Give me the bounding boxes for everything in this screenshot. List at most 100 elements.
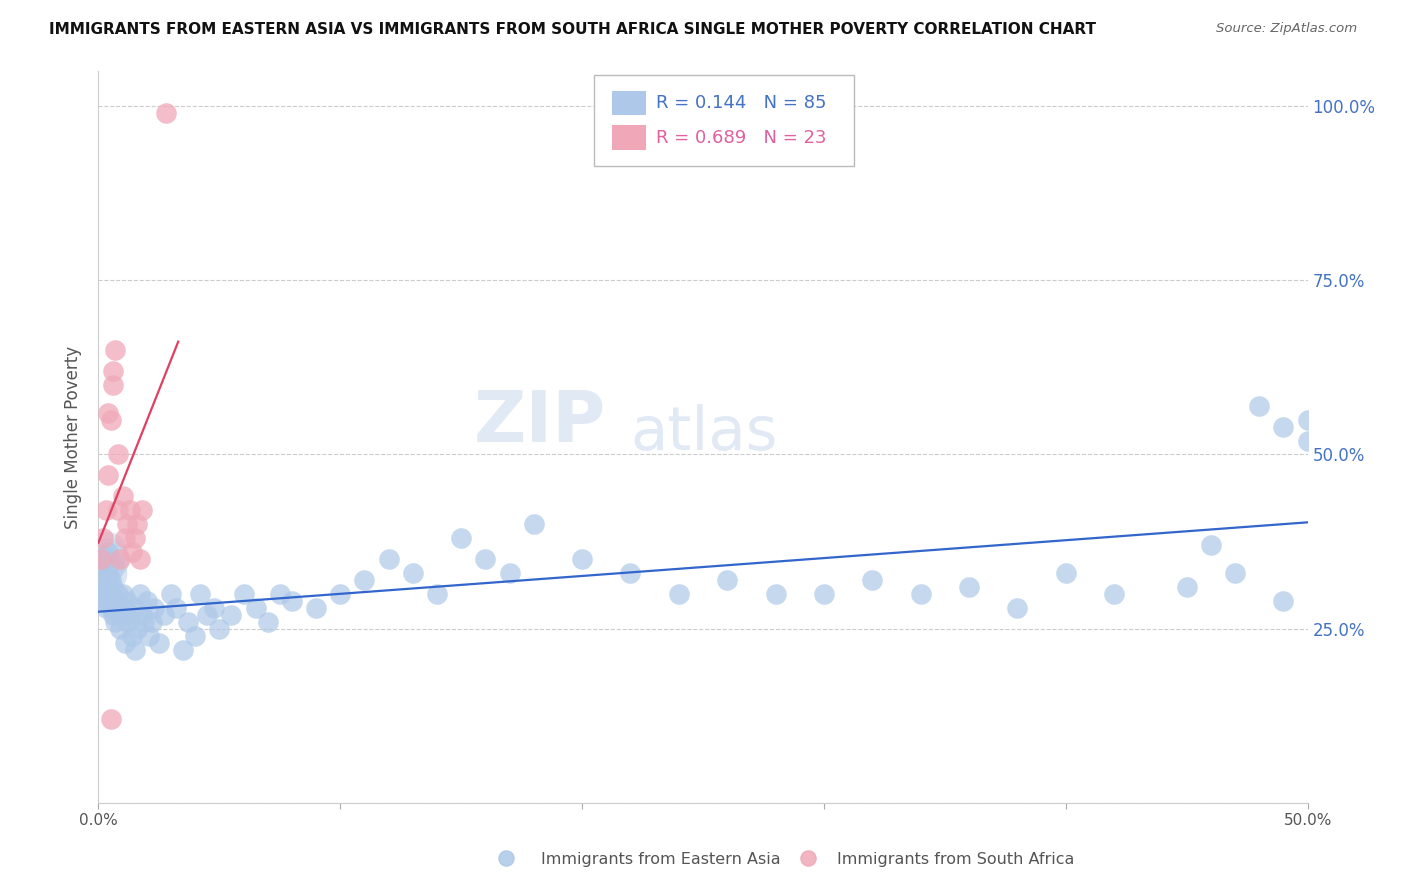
Point — [94, 552, 117, 566]
Point — [114, 531, 136, 545]
Point — [177, 615, 200, 629]
Point — [108, 552, 131, 566]
Point — [127, 622, 149, 636]
Point — [172, 642, 194, 657]
Point — [426, 587, 449, 601]
Point — [121, 629, 143, 643]
Point — [128, 552, 150, 566]
Point — [128, 587, 150, 601]
Point — [118, 607, 141, 622]
Point — [100, 587, 122, 601]
Point — [131, 607, 153, 622]
FancyBboxPatch shape — [613, 126, 647, 150]
Point — [97, 406, 120, 420]
Point — [1175, 580, 1198, 594]
Point — [188, 587, 211, 601]
FancyBboxPatch shape — [613, 91, 647, 115]
Point — [305, 600, 328, 615]
Point — [101, 580, 124, 594]
Y-axis label: Single Mother Poverty: Single Mother Poverty — [65, 345, 83, 529]
Point — [100, 412, 122, 426]
Point — [107, 503, 129, 517]
Point — [104, 594, 127, 608]
Point — [1296, 434, 1319, 448]
Point — [1272, 419, 1295, 434]
Point — [124, 642, 146, 657]
Point — [97, 594, 120, 608]
Point — [208, 622, 231, 636]
Point — [1102, 587, 1125, 601]
Point — [117, 517, 139, 532]
Text: R = 0.144   N = 85: R = 0.144 N = 85 — [655, 94, 827, 112]
Point — [111, 587, 134, 601]
Point — [117, 615, 139, 629]
Point — [100, 573, 122, 587]
Text: ZIP: ZIP — [474, 388, 606, 457]
Point — [127, 517, 149, 532]
Point — [523, 517, 546, 532]
Point — [474, 552, 496, 566]
Point — [619, 566, 641, 580]
Point — [184, 629, 207, 643]
Point — [94, 600, 117, 615]
Text: Immigrants from Eastern Asia: Immigrants from Eastern Asia — [541, 852, 780, 867]
Point — [143, 600, 166, 615]
Point — [232, 587, 254, 601]
Point — [165, 600, 187, 615]
Point — [91, 531, 114, 545]
Point — [221, 607, 243, 622]
Point — [195, 607, 218, 622]
Point — [111, 489, 134, 503]
Point — [797, 851, 820, 865]
Point — [100, 712, 122, 726]
Point — [97, 468, 120, 483]
Point — [107, 448, 129, 462]
Point — [141, 615, 163, 629]
Point — [152, 607, 174, 622]
Point — [114, 600, 136, 615]
Point — [1272, 594, 1295, 608]
Point — [117, 594, 139, 608]
Point — [1249, 399, 1271, 413]
Point — [138, 629, 160, 643]
Text: IMMIGRANTS FROM EASTERN ASIA VS IMMIGRANTS FROM SOUTH AFRICA SINGLE MOTHER POVER: IMMIGRANTS FROM EASTERN ASIA VS IMMIGRAN… — [49, 22, 1097, 37]
Point — [90, 552, 112, 566]
Point — [813, 587, 835, 601]
Point — [160, 587, 183, 601]
Text: Immigrants from South Africa: Immigrants from South Africa — [837, 852, 1074, 867]
Point — [716, 573, 738, 587]
Point — [90, 594, 112, 608]
Point — [111, 607, 134, 622]
Point — [94, 587, 117, 601]
Point — [101, 607, 124, 622]
Point — [114, 635, 136, 649]
Point — [765, 587, 787, 601]
Point — [1223, 566, 1246, 580]
Point — [910, 587, 932, 601]
Point — [957, 580, 980, 594]
Point — [101, 364, 124, 378]
Point — [97, 552, 120, 566]
Point — [134, 615, 156, 629]
Point — [571, 552, 593, 566]
Point — [100, 600, 122, 615]
Point — [104, 343, 127, 357]
FancyBboxPatch shape — [595, 75, 855, 167]
Point — [155, 106, 177, 120]
Point — [121, 545, 143, 559]
Point — [101, 377, 124, 392]
Point — [124, 531, 146, 545]
Point — [204, 600, 226, 615]
Point — [97, 545, 120, 559]
Text: atlas: atlas — [630, 404, 778, 463]
Point — [498, 566, 520, 580]
Point — [269, 587, 291, 601]
Point — [256, 615, 278, 629]
Point — [402, 566, 425, 580]
Point — [108, 600, 131, 615]
Point — [148, 635, 170, 649]
Point — [91, 580, 114, 594]
Point — [131, 503, 153, 517]
Point — [245, 600, 267, 615]
Point — [329, 587, 352, 601]
